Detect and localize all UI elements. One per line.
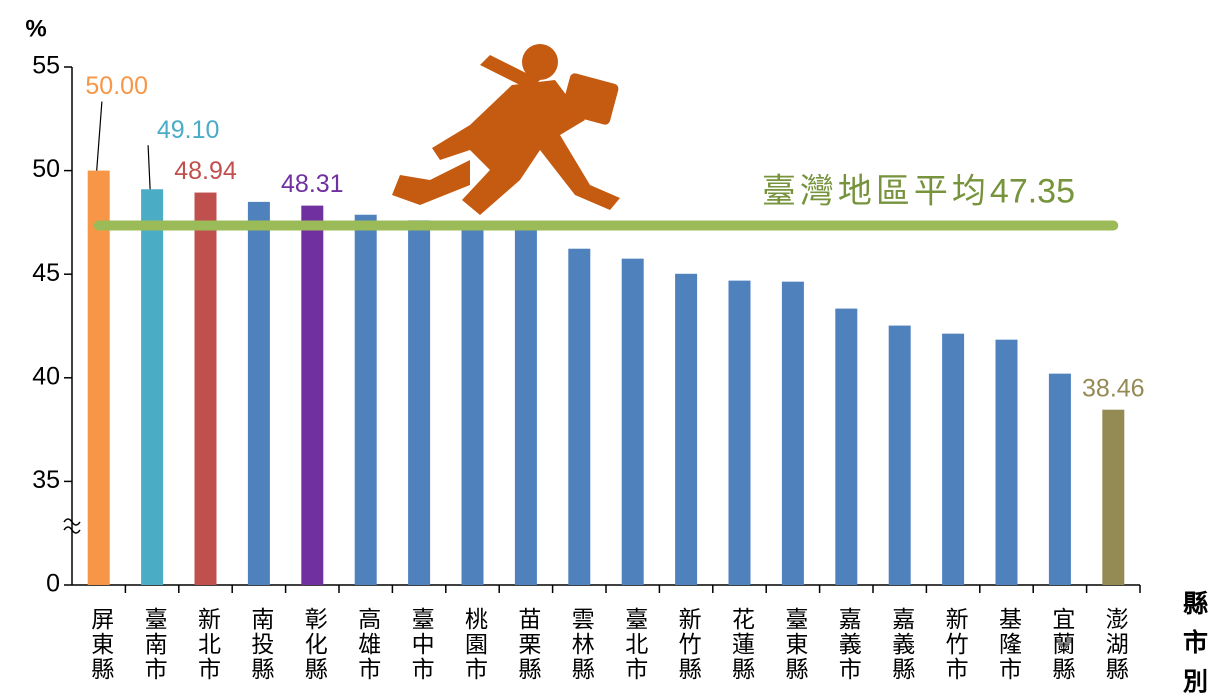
bar [621, 258, 644, 585]
bar [728, 280, 751, 585]
bar [888, 325, 911, 585]
y-tick-label: 0 [46, 570, 60, 598]
y-tick-label: 35 [32, 466, 60, 494]
x-axis-label: 縣市別 [1180, 590, 1209, 699]
bar [781, 281, 804, 585]
x-tick-label: 新竹縣 [674, 607, 702, 682]
average-label: 臺灣地區平均47.35 [762, 172, 1075, 212]
x-tick-label: 臺南市 [140, 607, 167, 682]
x-tick-label: 桃園市 [461, 607, 489, 682]
runner-figure [392, 44, 620, 215]
bar [408, 220, 431, 585]
y-tick-label: 40 [32, 362, 60, 390]
bar [1048, 373, 1071, 585]
y-tick-label: 55 [32, 52, 60, 80]
x-tick-label: 彰化縣 [300, 607, 328, 682]
leader-line [147, 145, 151, 190]
bar [995, 339, 1018, 585]
x-tick-label: 雲林縣 [567, 607, 595, 682]
leader-line [96, 101, 103, 171]
data-label: 48.31 [281, 170, 344, 198]
x-tick-label: 南投縣 [247, 607, 275, 682]
average-label-value: 47.35 [990, 172, 1075, 210]
y-axis-label: % [25, 15, 46, 42]
x-tick-label: 澎湖縣 [1101, 607, 1129, 682]
x-tick-label: 高雄市 [354, 607, 382, 682]
x-tick-label: 屏東縣 [87, 607, 115, 682]
bar [301, 205, 324, 585]
bar [514, 224, 537, 586]
data-label: 50.00 [85, 72, 148, 100]
bar [675, 273, 698, 585]
bar [942, 333, 965, 585]
bar [835, 308, 858, 585]
bar [354, 214, 377, 586]
x-tick-label: 臺北市 [621, 607, 649, 682]
y-tick-label: 45 [32, 259, 60, 287]
x-tick-label: 臺中市 [407, 607, 434, 682]
bar [461, 222, 484, 585]
data-label: 38.46 [1082, 374, 1145, 402]
bar [247, 201, 270, 585]
x-tick-label: 嘉義市 [834, 607, 862, 682]
x-tick-label: 嘉義縣 [888, 607, 916, 682]
bar [568, 248, 591, 585]
bar [141, 189, 164, 586]
data-label: 48.94 [174, 157, 237, 185]
average-label-text: 臺灣地區平均 [762, 172, 990, 212]
x-tick-label: 花蓮縣 [728, 607, 756, 682]
x-tick-label: 基隆市 [995, 607, 1023, 682]
axis-break [63, 518, 81, 534]
x-tick-label: 宜蘭縣 [1048, 607, 1076, 682]
x-tick-label: 新竹市 [941, 607, 969, 682]
x-tick-label: 新北市 [194, 607, 222, 682]
y-tick-label: 50 [32, 155, 60, 183]
x-tick-label: 苗栗縣 [514, 607, 542, 682]
x-tick-label: 臺東縣 [781, 607, 809, 682]
bar [87, 170, 110, 585]
data-label: 49.10 [157, 116, 220, 144]
bar [194, 192, 217, 585]
bar [1102, 409, 1125, 585]
